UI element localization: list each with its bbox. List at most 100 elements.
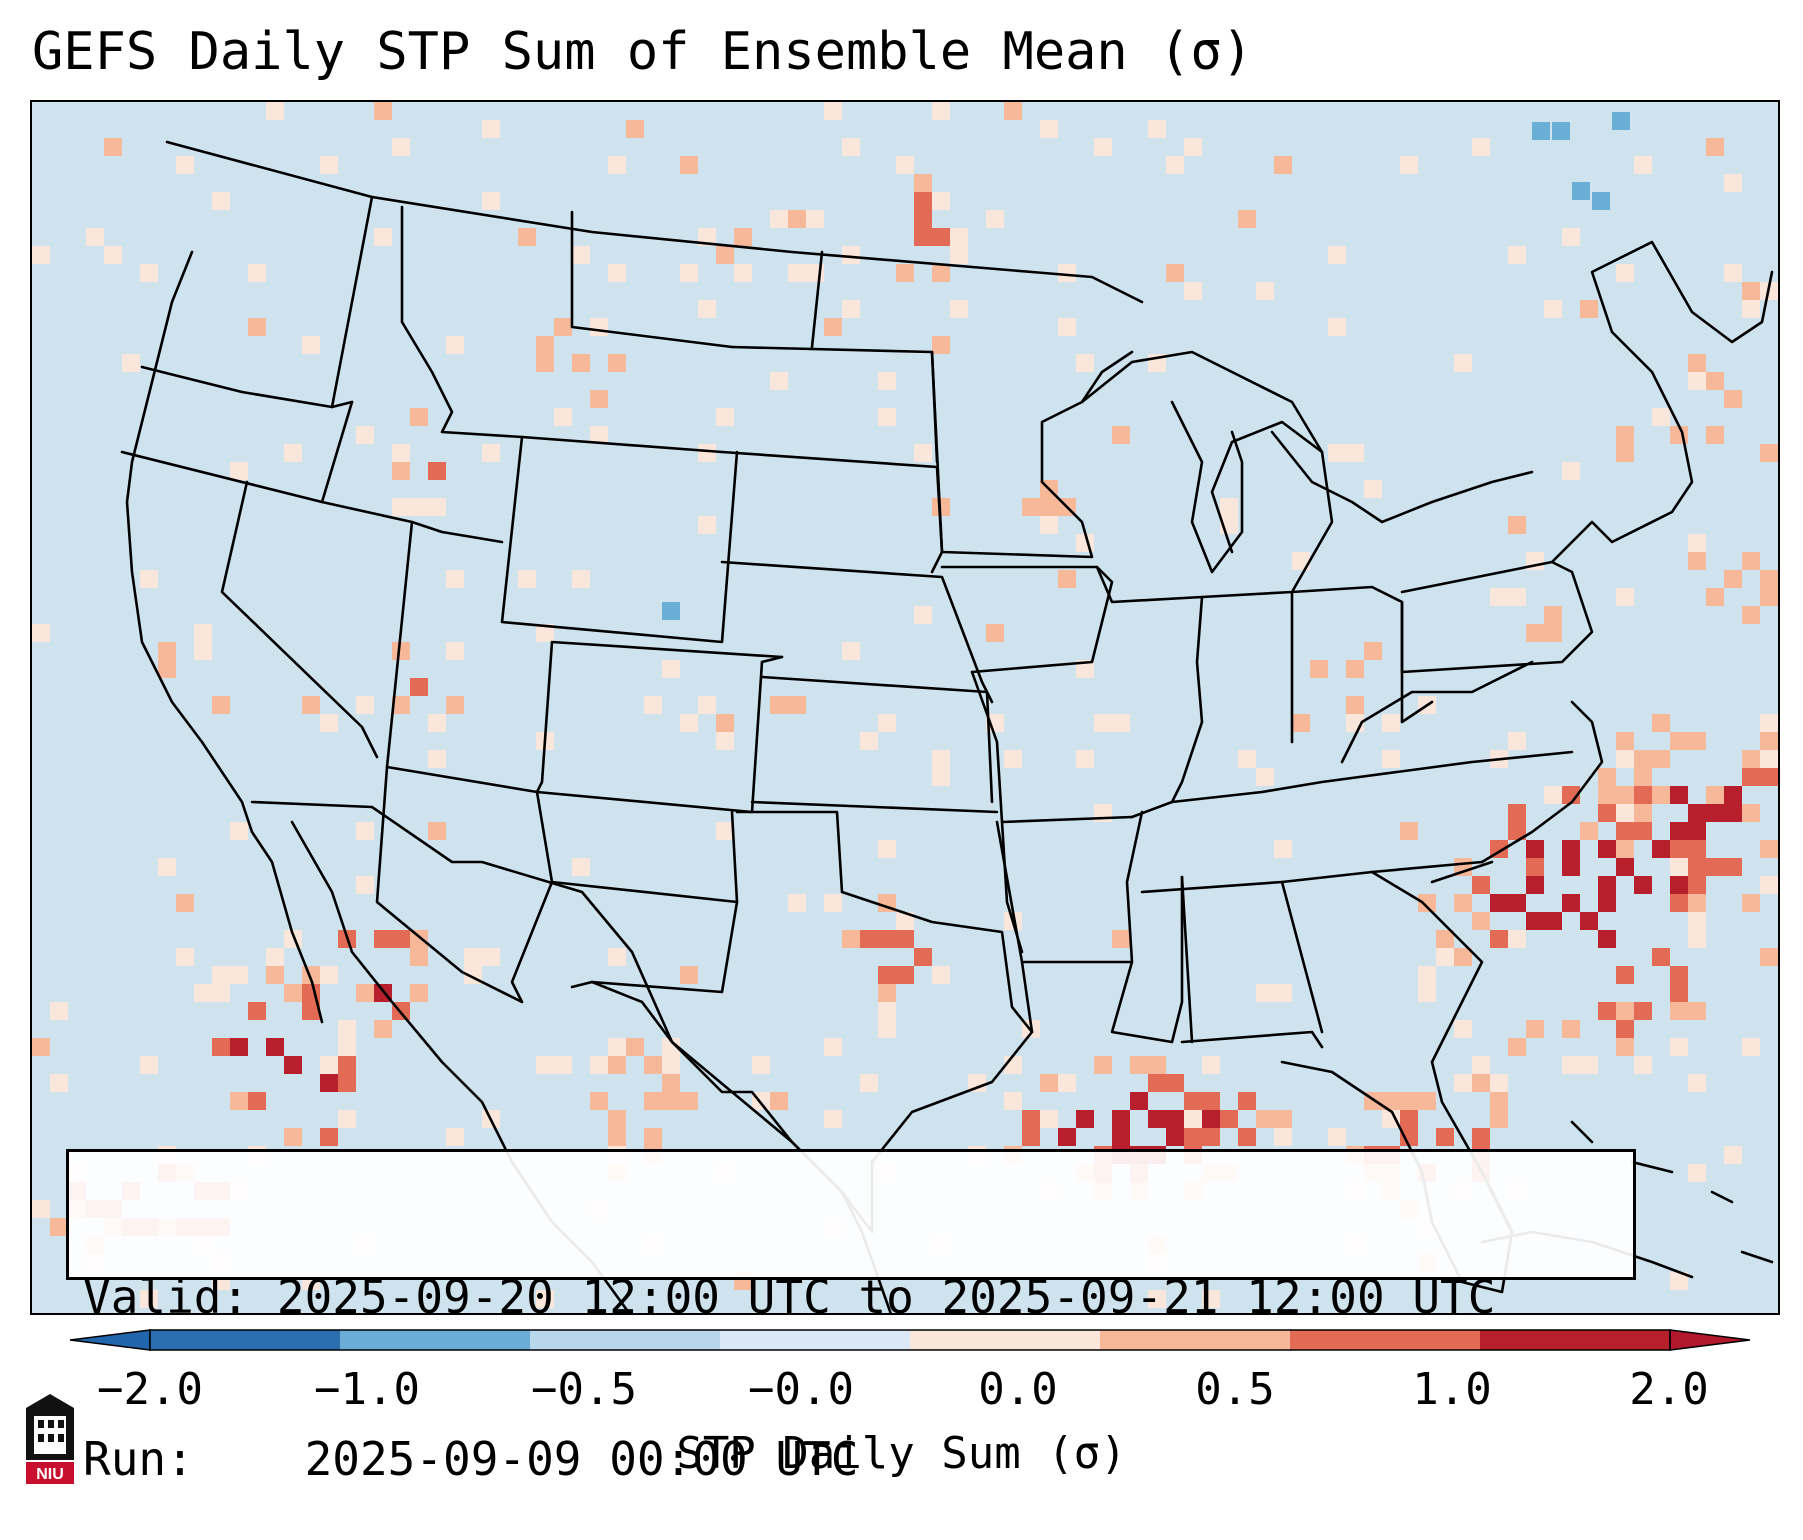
stp-cell [1670, 966, 1688, 984]
stp-cell [1688, 1164, 1706, 1182]
stp-cell [680, 156, 698, 174]
stp-cell [1742, 750, 1760, 768]
stp-cell [1220, 498, 1238, 516]
stp-cell [644, 1092, 662, 1110]
stp-cell [1760, 588, 1778, 606]
stp-cell [1598, 768, 1616, 786]
stp-cell [770, 210, 788, 228]
stp-cell [1508, 804, 1526, 822]
stp-cell [1742, 768, 1760, 786]
stp-cell [1544, 300, 1562, 318]
stp-cell [932, 192, 950, 210]
stp-cell [212, 984, 230, 1002]
stp-cell [1184, 282, 1202, 300]
stp-cell [356, 876, 374, 894]
stp-cell [320, 714, 338, 732]
stp-cell [1562, 840, 1580, 858]
stp-cell [1400, 1128, 1418, 1146]
stp-cell [572, 246, 590, 264]
colorbar-tick-label: −0.0 [748, 1364, 854, 1415]
stp-cell [1130, 1092, 1148, 1110]
run-value: 2025-09-09 00:00 UTC [304, 1432, 859, 1486]
stp-cell [1724, 264, 1742, 282]
stp-cell [248, 1092, 266, 1110]
stp-cell [410, 678, 428, 696]
stp-cell [914, 192, 932, 210]
stp-cell [1274, 156, 1292, 174]
stp-cell [1724, 1146, 1742, 1164]
stp-cell [446, 642, 464, 660]
stp-cell [1508, 516, 1526, 534]
stp-cell [590, 318, 608, 336]
colorbar-segment [340, 1330, 530, 1350]
stp-cell [1562, 858, 1580, 876]
stp-cell [608, 1038, 626, 1056]
stp-cell [1526, 624, 1544, 642]
stp-cell [176, 894, 194, 912]
map-canvas [32, 102, 1778, 1313]
stp-cell [320, 966, 338, 984]
stp-cell [1652, 840, 1670, 858]
stp-cell [1688, 930, 1706, 948]
stp-cell [1706, 804, 1724, 822]
stp-cell [212, 192, 230, 210]
stp-cell [392, 444, 410, 462]
stp-cell-negative [1592, 192, 1610, 210]
stp-cell [1508, 894, 1526, 912]
stp-cell [1040, 1074, 1058, 1092]
stp-cell [248, 264, 266, 282]
stp-cell [1742, 1038, 1760, 1056]
stp-cell [680, 1092, 698, 1110]
stp-cell [1652, 714, 1670, 732]
stp-cell [1166, 156, 1184, 174]
stp-cell [1544, 912, 1562, 930]
stp-cell [428, 498, 446, 516]
stp-cell [320, 1074, 338, 1092]
stp-cell [1346, 696, 1364, 714]
stp-cell [32, 1038, 50, 1056]
stp-cell [1616, 1038, 1634, 1056]
stp-cell-negative [1612, 112, 1630, 130]
stp-cell [50, 1002, 68, 1020]
stp-cell [914, 174, 932, 192]
stp-cell [158, 660, 176, 678]
stp-cell [932, 750, 950, 768]
stp-cell [1148, 120, 1166, 138]
stp-cell [1706, 858, 1724, 876]
stp-cell [158, 642, 176, 660]
stp-cell [446, 1128, 464, 1146]
colorbar-segment [1480, 1330, 1670, 1350]
stp-cell [1112, 426, 1130, 444]
stp-cell [1760, 750, 1778, 768]
stp-cell [1580, 822, 1598, 840]
stp-cell [1688, 732, 1706, 750]
stp-cell [1184, 138, 1202, 156]
colorbar-segment [150, 1330, 340, 1350]
stp-cell [266, 1038, 284, 1056]
stp-cell [320, 156, 338, 174]
stp-cell [1040, 1110, 1058, 1128]
stp-cell [1562, 462, 1580, 480]
stp-cell [1760, 732, 1778, 750]
colorbar-segment [1100, 1330, 1290, 1350]
stp-cell [770, 372, 788, 390]
state-borders [120, 140, 1774, 1313]
stp-cell [356, 426, 374, 444]
stp-cell [1202, 1110, 1220, 1128]
stp-cell [1292, 552, 1310, 570]
stp-cell [1544, 624, 1562, 642]
stp-cell [608, 156, 626, 174]
stp-cell [572, 570, 590, 588]
stp-cell [1454, 1074, 1472, 1092]
stp-cell [338, 1074, 356, 1092]
colorbar-tick-label: 0.5 [1195, 1364, 1275, 1415]
stp-cell [1616, 858, 1634, 876]
stp-cell [896, 156, 914, 174]
stp-cell [1652, 750, 1670, 768]
stp-cell [1472, 1074, 1490, 1092]
stp-cell [572, 354, 590, 372]
stp-cell [1544, 786, 1562, 804]
stp-cell [1742, 606, 1760, 624]
stp-cell [1436, 930, 1454, 948]
stp-cell [194, 984, 212, 1002]
